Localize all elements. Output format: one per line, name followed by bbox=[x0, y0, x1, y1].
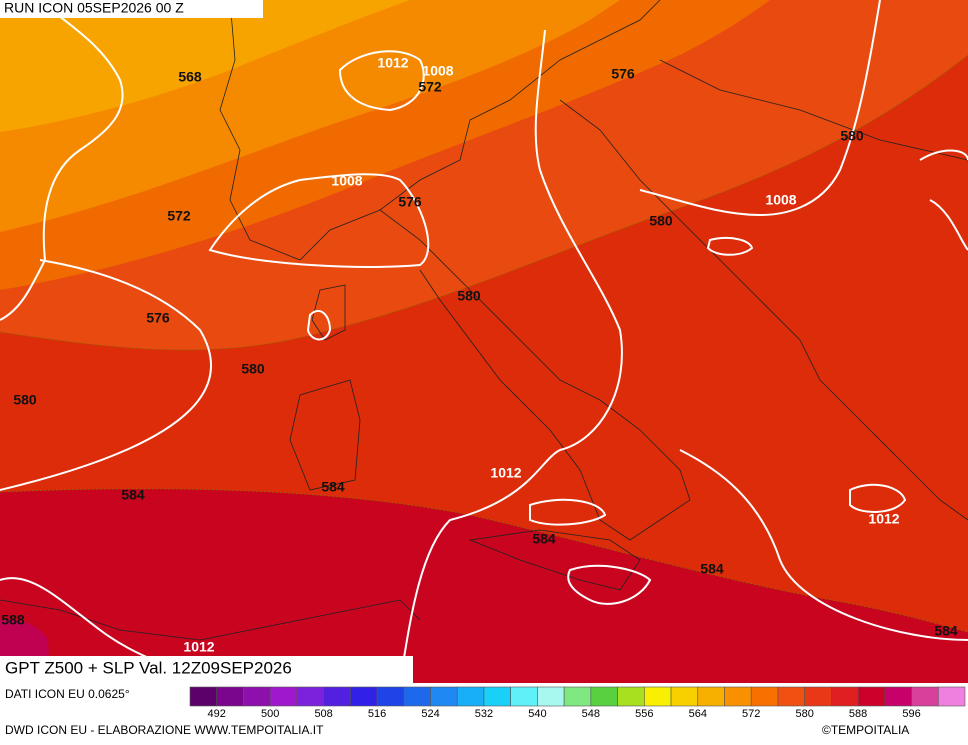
colorbar-swatch bbox=[750, 686, 779, 707]
colorbar-label: 532 bbox=[475, 708, 493, 720]
colorbar-swatch bbox=[911, 686, 939, 707]
brand: ©TEMPOITALIA bbox=[822, 723, 909, 737]
colorbar-label: 588 bbox=[849, 708, 867, 720]
contour-label: 1008 bbox=[331, 173, 362, 189]
field-box bbox=[0, 656, 413, 683]
colorbar-swatch bbox=[350, 686, 378, 707]
credit: DWD ICON EU - ELABORAZIONE WWW.TEMPOITAL… bbox=[5, 723, 324, 737]
contour-label: 568 bbox=[178, 69, 202, 85]
colorbar-swatch bbox=[269, 686, 298, 707]
colorbar-label: 516 bbox=[368, 708, 386, 720]
colorbar-swatch bbox=[590, 686, 618, 707]
colorbar: 492 500 508 516 524 532 540 548 556 564 572 580 588 5… bbox=[189, 686, 966, 720]
contour-label: 580 bbox=[649, 213, 673, 229]
contour-label: 572 bbox=[167, 208, 191, 224]
colorbar-swatch bbox=[857, 686, 886, 707]
colorbar-label: 548 bbox=[582, 708, 600, 720]
colorbar-swatch bbox=[937, 686, 966, 707]
colorbar-swatch bbox=[243, 686, 271, 707]
contour-label: 580 bbox=[457, 288, 481, 304]
contour-label: 1008 bbox=[422, 63, 453, 79]
contour-label: 576 bbox=[611, 66, 635, 82]
colorbar-swatch bbox=[697, 686, 725, 707]
colorbar-swatch bbox=[510, 686, 538, 707]
contour-label: 588 bbox=[1, 612, 25, 628]
colorbar-swatch bbox=[296, 686, 324, 707]
source-note: DATI ICON EU 0.0625° bbox=[5, 687, 130, 701]
colorbar-swatch bbox=[376, 686, 405, 707]
colorbar-swatch bbox=[563, 686, 592, 707]
contour-label: 1012 bbox=[490, 465, 521, 481]
colorbar-swatch bbox=[216, 686, 244, 707]
contour-label: 584 bbox=[934, 623, 958, 639]
colorbar-swatch bbox=[670, 686, 699, 707]
run-box bbox=[0, 0, 263, 18]
colorbar-label: 556 bbox=[635, 708, 653, 720]
colorbar-swatch bbox=[537, 686, 565, 707]
field-title: GPT Z500 + SLP Val. 12Z09SEP2026 bbox=[5, 658, 292, 677]
contour-label: 576 bbox=[398, 194, 422, 210]
colorbar-swatch bbox=[189, 686, 218, 707]
contour-label: 1012 bbox=[868, 511, 899, 527]
map bbox=[0, 0, 968, 684]
contour-label: 1012 bbox=[183, 639, 214, 655]
colorbar-swatch bbox=[430, 686, 458, 707]
colorbar-label: 508 bbox=[314, 708, 332, 720]
contour-label: 576 bbox=[146, 310, 170, 326]
contour-label: 584 bbox=[321, 479, 345, 495]
colorbar-swatch bbox=[403, 686, 431, 707]
colorbar-swatch bbox=[456, 686, 485, 707]
contour-label: 580 bbox=[840, 128, 864, 144]
contour-label: 580 bbox=[241, 361, 265, 377]
colorbar-swatch bbox=[831, 686, 859, 707]
colorbar-label: 540 bbox=[528, 708, 546, 720]
contour-label: 584 bbox=[700, 561, 724, 577]
colorbar-label: 524 bbox=[421, 708, 439, 720]
colorbar-label: 572 bbox=[742, 708, 760, 720]
colorbar-label: 596 bbox=[902, 708, 920, 720]
colorbar-label: 500 bbox=[261, 708, 279, 720]
colorbar-swatch bbox=[724, 686, 752, 707]
contour-label: 584 bbox=[121, 487, 145, 503]
colorbar-label: 492 bbox=[208, 708, 226, 720]
contour-label: 1012 bbox=[377, 55, 408, 71]
colorbar-swatch bbox=[777, 686, 805, 707]
run-title: RUN ICON 05SEP2026 00 Z bbox=[4, 0, 184, 16]
contour-label: 572 bbox=[418, 79, 442, 95]
contour-label: 584 bbox=[532, 531, 556, 547]
colorbar-swatch bbox=[617, 686, 645, 707]
colorbar-swatch bbox=[804, 686, 832, 707]
colorbar-label: 564 bbox=[689, 708, 707, 720]
colorbar-label: 580 bbox=[795, 708, 813, 720]
colorbar-swatch bbox=[884, 686, 912, 707]
colorbar-swatch bbox=[483, 686, 511, 707]
contour-label: 580 bbox=[13, 392, 37, 408]
colorbar-swatch bbox=[644, 686, 672, 707]
contour-label: 1008 bbox=[765, 192, 796, 208]
colorbar-swatch bbox=[323, 686, 351, 707]
